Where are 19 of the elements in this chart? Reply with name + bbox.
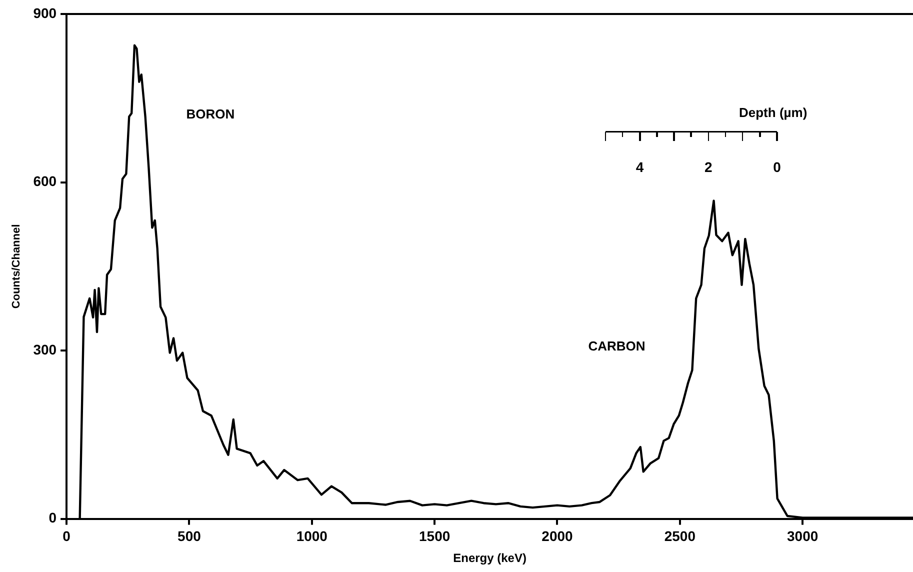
y-tick-label: 600 [33,173,57,190]
y-axis-title: Counts/Channel [10,224,23,309]
y-tick-label: 300 [33,341,57,358]
annotation: CARBON [588,338,646,354]
x-tick-label: 3000 [787,528,818,544]
x-tick-label: 500 [178,528,202,544]
y-tick-label: 900 [33,4,57,21]
x-axis-title: Energy (keV) [453,551,526,566]
x2-tick-label: 0 [773,159,782,176]
x-tick-label: 2000 [542,528,574,544]
x2-tick-label: 2 [704,159,713,176]
x-tick-label: 0 [62,528,71,544]
x-tick-label: 1500 [419,528,450,544]
y-tick-label: 0 [48,510,57,526]
x-tick-label: 1000 [296,528,328,544]
x2-tick-label: 4 [636,159,644,176]
annotation: BORON [186,106,235,122]
x-tick-label: 2500 [664,528,696,544]
x2-axis-title: Depth (µm) [738,104,808,120]
